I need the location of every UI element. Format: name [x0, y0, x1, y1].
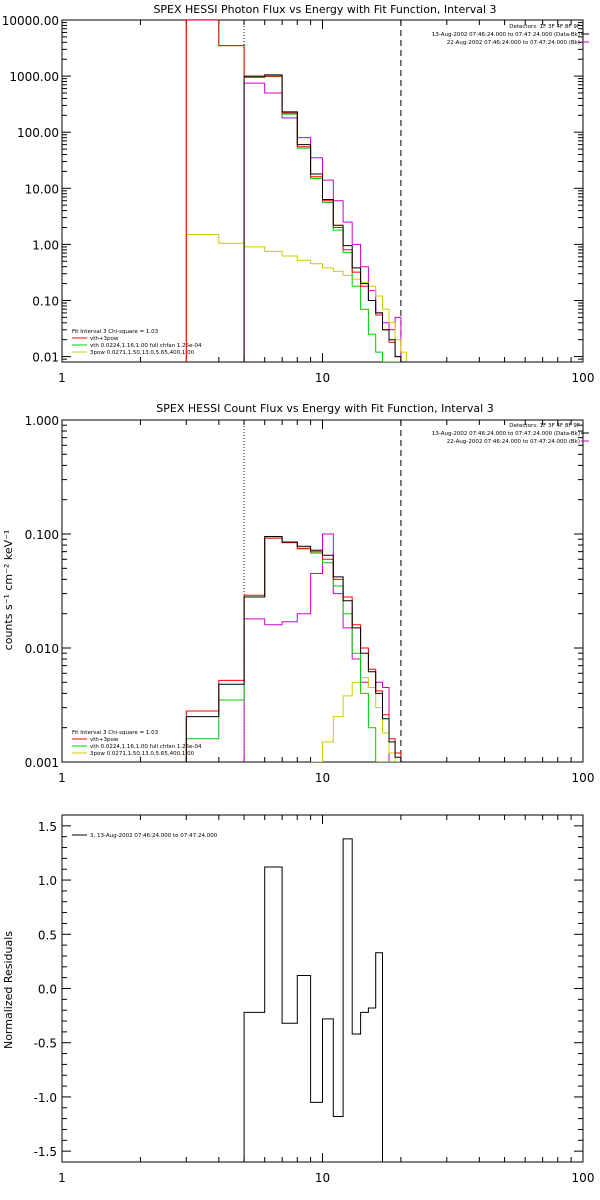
count-flux-panel: SPEX HESSI Count Flux vs Energy with Fit… [2, 402, 594, 785]
series-background [243, 82, 412, 362]
count-flux-title: SPEX HESSI Count Flux vs Energy with Fit… [156, 402, 493, 415]
x-tick-label: 100 [572, 771, 595, 785]
y-tick-label: 0.010 [25, 642, 59, 656]
count-legend-thermal: vth 0.0224,1.16,1.00 full chfan 1.25e-04 [90, 744, 202, 750]
x-tick-label: 100 [572, 1171, 595, 1185]
count-legend-total: vth+3pow [90, 737, 119, 743]
count-header-bk-interval: 22-Aug-2002 07:46:24.000 to 07:47:24.000… [447, 439, 580, 445]
residuals-panel: Normalized Residuals 3, 13-Aug-2002 07:4… [2, 814, 595, 1185]
series-background [243, 533, 412, 762]
series-3-13-aug-2002-07-46-24-000-to-07-47-24-000 [243, 838, 401, 1162]
photon-legend-fit-interval: Fit Interval 3 Chi-square = 1.03 [72, 329, 159, 335]
y-tick-label: 0.10 [32, 294, 59, 308]
photon-header-data-interval: 13-Aug-2002 07:46:24.000 to 07:47:24.000… [432, 32, 580, 38]
photon-flux-legend: Fit Interval 3 Chi-square = 1.03 vth+3po… [72, 329, 202, 356]
y-tick-label: 100.00 [17, 126, 59, 140]
y-tick-label: 0.001 [25, 756, 59, 770]
x-tick-label: 1 [58, 771, 66, 785]
residuals-legend-label: 3, 13-Aug-2002 07:46:24.000 to 07:47:24.… [90, 833, 218, 839]
photon-header-detectors: Detectors: 1F 3F 4F 8F 9F [509, 24, 580, 30]
y-tick-label: 1.5 [38, 820, 57, 834]
series-vth-3pow [185, 537, 412, 762]
y-tick-label: 1.0 [38, 874, 57, 888]
y-tick-label: 0.5 [38, 928, 57, 942]
photon-flux-title: SPEX HESSI Photon Flux vs Energy with Fi… [153, 3, 496, 16]
y-tick-label: 1.00 [32, 238, 59, 252]
y-tick-label: 1000.00 [9, 70, 59, 84]
x-tick-label: 100 [572, 371, 595, 385]
plot-frame [61, 814, 584, 1163]
y-tick-label: 10.00 [25, 182, 59, 196]
photon-legend-powerlaw: 3pow 0.0271,1.50,13.0,5.65,400,1.00 [90, 350, 195, 356]
series-3pow [185, 234, 412, 362]
series-data [243, 74, 412, 362]
count-legend-fit-interval: Fit Interval 3 Chi-square = 1.03 [72, 730, 159, 736]
series-group [243, 838, 401, 1162]
y-tick-label: -1.0 [34, 1091, 57, 1105]
photon-header-bk-interval: 22-Aug-2002 07:46:24.000 to 07:47:24.000… [447, 40, 580, 46]
count-legend-powerlaw: 3pow 0.0271,1.50,13.0,5.65,400,1.00 [90, 751, 195, 757]
x-tick-label: 10 [315, 771, 330, 785]
x-tick-label: 10 [315, 371, 330, 385]
series-vth [185, 20, 412, 362]
series-vth-3pow [185, 20, 412, 362]
residuals-y-label: Normalized Residuals [2, 931, 15, 1049]
x-tick-label: 1 [58, 371, 66, 385]
count-header-data-interval: 13-Aug-2002 07:46:24.000 to 07:47:24.000… [432, 431, 580, 437]
series-group [185, 20, 412, 362]
count-flux-legend: Fit Interval 3 Chi-square = 1.03 vth+3po… [72, 730, 202, 757]
photon-legend-total: vth+3pow [90, 336, 119, 342]
y-tick-label: 0.0 [38, 983, 57, 997]
series-group [185, 533, 412, 762]
count-flux-header: Detectors: 1F 3F 4F 8F 9F 13-Aug-2002 07… [432, 423, 580, 445]
series-3pow [310, 677, 412, 762]
residuals-legend: 3, 13-Aug-2002 07:46:24.000 to 07:47:24.… [90, 833, 218, 839]
x-tick-label: 1 [58, 1171, 66, 1185]
y-tick-label: 10000.00 [2, 14, 59, 28]
y-tick-label: 0.100 [25, 528, 59, 542]
y-tick-label: -0.5 [34, 1037, 57, 1051]
series-vth [185, 537, 412, 762]
count-header-detectors: Detectors: 1F 3F 4F 8F 9F [509, 423, 580, 429]
count-flux-y-label: counts s⁻¹ cm⁻² keV⁻¹ [2, 530, 15, 651]
y-tick-label: -1.5 [34, 1145, 57, 1159]
photon-flux-panel: SPEX HESSI Photon Flux vs Energy with Fi… [2, 3, 595, 385]
y-tick-label: 1.000 [25, 414, 59, 428]
photon-legend-thermal: vth 0.0224,1.16,1.00 full chfan 1.25e-04 [90, 343, 202, 349]
x-tick-label: 10 [315, 1171, 330, 1185]
photon-flux-header: Detectors: 1F 3F 4F 8F 9F 13-Aug-2002 07… [432, 24, 580, 46]
series-data [185, 536, 412, 762]
y-tick-label: 0.01 [32, 351, 59, 365]
plot-frame [61, 419, 584, 763]
